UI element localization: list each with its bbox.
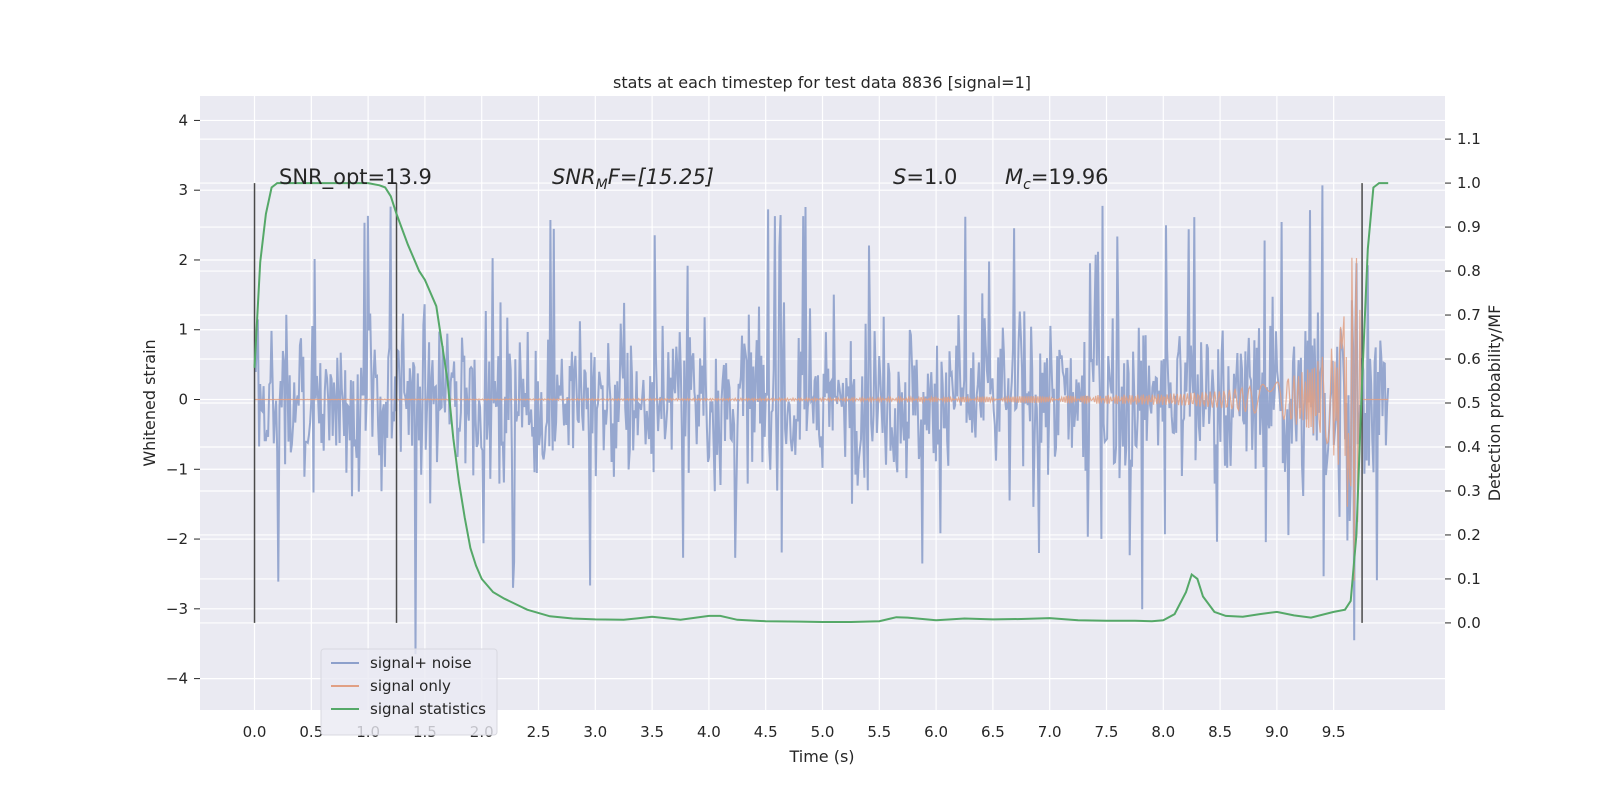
mc-sub: c <box>1023 177 1031 193</box>
x-tick-label: 9.5 <box>1322 723 1346 741</box>
left-y-tick-label: 2 <box>178 251 188 269</box>
right-y-tick-label: 0.4 <box>1457 438 1481 456</box>
signal-statistics-line <box>253 182 1389 623</box>
x-tick-label: 4.5 <box>754 723 778 741</box>
snr-mf-sub: M <box>596 177 608 193</box>
snr-mf-rest: F=[15.25] <box>608 165 714 189</box>
left-y-tick-label: 1 <box>178 321 188 339</box>
chart-title: stats at each timestep for test data 883… <box>613 73 1031 92</box>
mc-rest: =19.96 <box>1031 165 1109 189</box>
right-y-tick-label: 1.0 <box>1457 174 1481 192</box>
x-tick-label: 6.0 <box>924 723 948 741</box>
x-tick-label: 3.0 <box>583 723 607 741</box>
left-y-tick-label: 3 <box>178 181 188 199</box>
annotation-s: S=1.0 <box>893 165 957 189</box>
left-y-tick-label: −4 <box>166 670 188 688</box>
x-tick-label: 3.5 <box>640 723 664 741</box>
x-tick-label: 9.0 <box>1265 723 1289 741</box>
right-y-tick-label: 1.1 <box>1457 130 1481 148</box>
right-y-tick-label: 0.7 <box>1457 306 1481 324</box>
x-tick-label: 2.5 <box>527 723 551 741</box>
x-tick-label: 0.0 <box>243 723 267 741</box>
legend-label-signal-noise: signal+ noise <box>370 654 472 672</box>
left-y-tick-label: 4 <box>178 111 188 129</box>
signal-statistics-series <box>253 182 1389 623</box>
snr-mf-base: SNR <box>552 165 596 189</box>
annotation-mc: Mc=19.96 <box>1005 165 1109 193</box>
left-y-tick-label: 0 <box>178 391 188 409</box>
x-tick-label: 7.0 <box>1038 723 1062 741</box>
x-tick-label: 7.5 <box>1095 723 1119 741</box>
x-tick-label: 0.5 <box>299 723 323 741</box>
right-y-tick-label: 0.0 <box>1457 614 1481 632</box>
signal-noise-series <box>253 185 1390 655</box>
right-y-tick-label: 0.9 <box>1457 218 1481 236</box>
left-y-tick-label: −3 <box>166 600 188 618</box>
signal-only-series <box>254 257 1389 581</box>
left-y-tick-label: −2 <box>166 530 188 548</box>
right-y-tick-label: 0.5 <box>1457 394 1481 412</box>
left-axis-title: Whitened strain <box>140 339 159 466</box>
ticks: 0.00.51.01.52.02.53.03.54.04.55.05.56.06… <box>166 111 1481 741</box>
s-rest: =1.0 <box>906 165 957 189</box>
s-base: S <box>893 165 906 189</box>
annotation-snr-opt: SNR_opt=13.9 <box>279 165 432 190</box>
x-tick-label: 6.5 <box>981 723 1005 741</box>
right-y-tick-label: 0.8 <box>1457 262 1481 280</box>
x-axis-title: Time (s) <box>788 747 854 766</box>
mc-base: M <box>1005 165 1023 189</box>
x-tick-label: 8.0 <box>1151 723 1175 741</box>
left-y-tick-label: −1 <box>166 460 188 478</box>
signal-noise-line <box>253 185 1390 655</box>
legend-label-signal-only: signal only <box>370 677 451 695</box>
x-tick-label: 5.0 <box>811 723 835 741</box>
right-axis-title: Detection probability/MF <box>1485 305 1504 502</box>
annotation-snr-mf: SNRMF=[15.25] <box>552 165 714 193</box>
x-tick-label: 8.5 <box>1208 723 1232 741</box>
legend-box <box>320 648 498 736</box>
right-y-tick-label: 0.2 <box>1457 526 1481 544</box>
signal-only-line <box>254 257 1389 581</box>
right-y-tick-label: 0.6 <box>1457 350 1481 368</box>
legend-label-signal-statistics: signal statistics <box>370 700 486 718</box>
right-y-tick-label: 0.1 <box>1457 570 1481 588</box>
x-tick-label: 5.5 <box>867 723 891 741</box>
legend: signal+ noise signal only signal statist… <box>320 648 498 736</box>
right-y-tick-label: 0.3 <box>1457 482 1481 500</box>
x-tick-label: 4.0 <box>697 723 721 741</box>
